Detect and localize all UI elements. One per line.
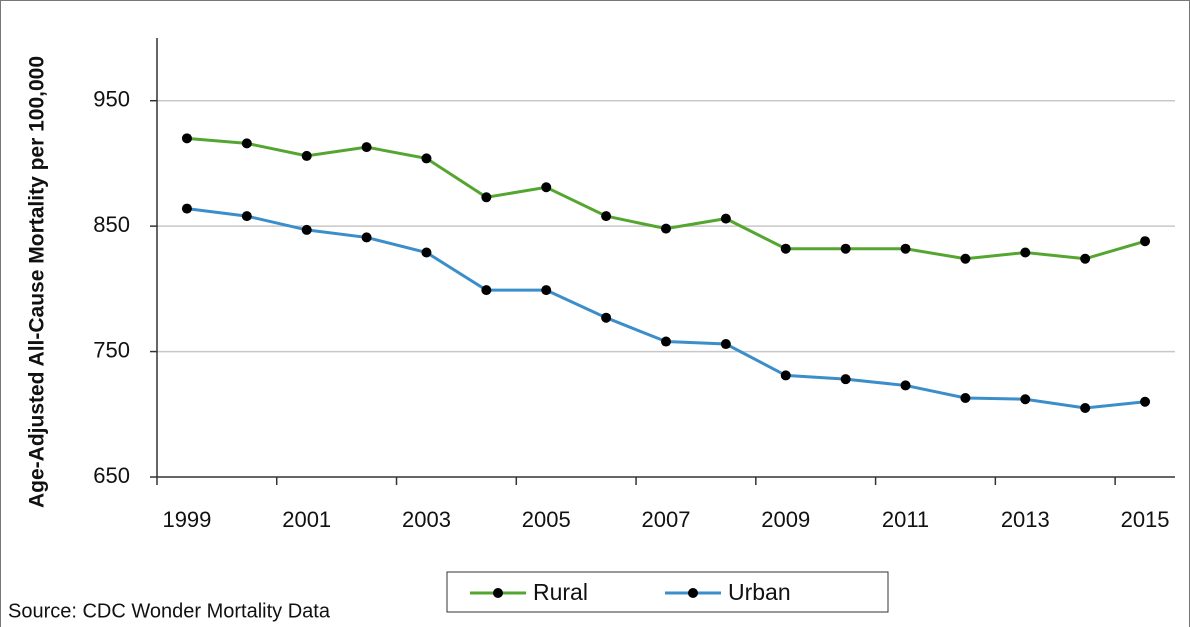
data-point (661, 336, 671, 347)
legend-label: Urban (728, 579, 791, 605)
data-point (181, 133, 192, 144)
data-point (1020, 247, 1031, 258)
legend-label: Rural (533, 579, 588, 605)
x-tick-label: 2011 (882, 507, 929, 532)
data-point (840, 374, 851, 385)
data-point (361, 232, 372, 243)
data-point (720, 213, 731, 224)
data-point (301, 150, 312, 161)
legend-marker (493, 588, 503, 598)
data-point (421, 247, 432, 258)
y-tick-label: 950 (93, 87, 130, 112)
x-tick-label: 2013 (1001, 507, 1050, 532)
legend-marker (688, 588, 698, 598)
data-point (601, 211, 612, 222)
y-tick-label: 750 (93, 337, 130, 362)
data-point (1140, 236, 1151, 247)
data-point (840, 243, 851, 254)
x-tick-label: 2007 (642, 507, 691, 532)
x-tick-label: 1999 (162, 507, 211, 532)
data-point (181, 203, 192, 214)
x-tick-label: 2015 (1121, 507, 1170, 532)
data-point (720, 339, 731, 350)
data-point (780, 370, 791, 381)
data-point (241, 211, 252, 222)
y-axis-label: Age-Adjusted All-Cause Mortality per 100… (26, 56, 49, 508)
data-point (780, 243, 791, 254)
x-tick-label: 2009 (761, 507, 810, 532)
data-point (661, 223, 671, 234)
x-tick-label: 2005 (522, 507, 571, 532)
data-point (541, 285, 552, 296)
data-point (301, 224, 312, 235)
data-point (900, 243, 911, 254)
series-line (186, 136, 1146, 261)
data-point (1080, 253, 1091, 264)
data-point (421, 153, 432, 164)
source-note: Source: CDC Wonder Mortality Data (8, 600, 331, 622)
y-tick-label: 650 (93, 463, 130, 488)
data-point (1080, 403, 1091, 414)
data-point (481, 285, 492, 296)
y-tick-label: 850 (93, 212, 130, 237)
series-line (186, 207, 1146, 410)
data-point (900, 380, 911, 391)
data-point (481, 192, 492, 203)
x-tick-label: 2001 (282, 507, 331, 532)
data-point (241, 138, 252, 149)
data-point (1140, 396, 1151, 407)
data-point (601, 312, 612, 323)
x-tick-label: 2003 (402, 507, 451, 532)
data-point (361, 142, 372, 153)
data-point (960, 253, 971, 264)
data-point (541, 182, 552, 193)
data-point (1020, 394, 1031, 405)
data-point (960, 392, 971, 403)
